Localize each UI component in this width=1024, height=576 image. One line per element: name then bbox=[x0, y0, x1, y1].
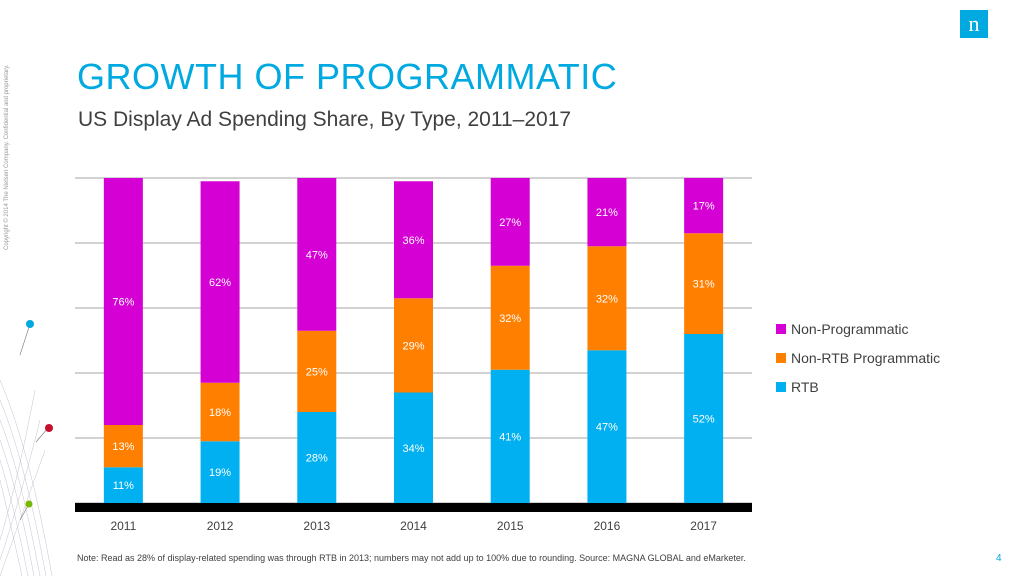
bar-segment bbox=[394, 181, 433, 299]
bar-segment bbox=[297, 412, 337, 503]
svg-text:n: n bbox=[969, 11, 980, 36]
legend-swatch bbox=[776, 381, 786, 392]
data-label: 34% bbox=[402, 443, 424, 455]
data-label: 32% bbox=[499, 313, 521, 325]
bar-segment bbox=[103, 178, 143, 425]
x-tick-label: 2015 bbox=[497, 519, 524, 533]
bar-segment bbox=[297, 178, 337, 331]
bar-segment bbox=[394, 298, 433, 393]
bar-segment bbox=[297, 330, 337, 412]
x-axis-baseline bbox=[75, 503, 752, 512]
bar-segment bbox=[587, 178, 627, 247]
decorative-mesh-graphic bbox=[0, 320, 53, 576]
data-label: 21% bbox=[596, 207, 618, 219]
data-label: 76% bbox=[112, 297, 134, 309]
bar-segment bbox=[200, 382, 240, 442]
footnote: Note: Read as 28% of display-related spe… bbox=[77, 553, 746, 563]
data-label: 29% bbox=[402, 340, 424, 352]
bar-segment bbox=[200, 441, 240, 503]
legend-item: Non-Programmatic bbox=[776, 314, 940, 343]
x-tick-label: 2014 bbox=[400, 519, 427, 533]
data-label: 25% bbox=[306, 366, 328, 378]
legend-item: Non-RTB Programmatic bbox=[776, 343, 940, 372]
bar-segment bbox=[103, 425, 143, 468]
x-tick-label: 2017 bbox=[690, 519, 717, 533]
chart-legend: Non-Programmatic Non-RTB Programmatic RTB bbox=[776, 314, 940, 401]
data-label: 62% bbox=[209, 277, 231, 289]
data-label: 52% bbox=[693, 414, 715, 426]
nielsen-logo-icon: n bbox=[960, 10, 988, 38]
data-label: 32% bbox=[596, 293, 618, 305]
data-label: 36% bbox=[402, 235, 424, 247]
slide-subtitle: US Display Ad Spending Share, By Type, 2… bbox=[78, 108, 572, 131]
bar-segment bbox=[490, 369, 530, 503]
legend-swatch bbox=[776, 323, 786, 334]
page-number: 4 bbox=[996, 553, 1002, 564]
bar-segment bbox=[587, 246, 627, 351]
bar-segment bbox=[684, 334, 724, 503]
data-label: 11% bbox=[113, 480, 134, 492]
data-label: 31% bbox=[693, 279, 715, 291]
data-label: 27% bbox=[499, 217, 521, 229]
slide-title: GROWTH OF PROGRAMMATIC bbox=[77, 56, 618, 97]
bar-segment bbox=[684, 178, 724, 234]
legend-swatch bbox=[776, 352, 786, 363]
data-label: 19% bbox=[209, 467, 231, 479]
x-tick-label: 2011 bbox=[110, 519, 136, 533]
data-label: 13% bbox=[112, 441, 134, 453]
legend-item: RTB bbox=[776, 372, 940, 401]
legend-label: Non-RTB Programmatic bbox=[791, 349, 941, 366]
legend-label: Non-Programmatic bbox=[791, 320, 909, 337]
blue-dot-icon bbox=[26, 320, 34, 328]
data-label: 17% bbox=[693, 201, 715, 213]
x-tick-label: 2013 bbox=[303, 519, 330, 533]
bar-segment bbox=[200, 181, 240, 383]
red-dot-icon bbox=[45, 424, 53, 432]
bar-segment bbox=[490, 178, 530, 266]
data-label: 18% bbox=[209, 407, 231, 419]
data-label: 41% bbox=[499, 431, 521, 443]
data-label: 47% bbox=[596, 422, 618, 434]
bar-segment bbox=[684, 233, 724, 334]
x-tick-label: 2016 bbox=[594, 519, 621, 533]
data-label: 47% bbox=[306, 249, 328, 261]
bar-segment bbox=[490, 265, 530, 370]
bar-segment bbox=[394, 392, 433, 503]
bar-segment bbox=[103, 467, 143, 503]
green-dot-icon bbox=[25, 500, 33, 508]
legend-label: RTB bbox=[791, 378, 819, 395]
bar-segment bbox=[587, 350, 627, 503]
x-tick-label: 2012 bbox=[207, 519, 234, 533]
data-label: 28% bbox=[306, 453, 328, 465]
